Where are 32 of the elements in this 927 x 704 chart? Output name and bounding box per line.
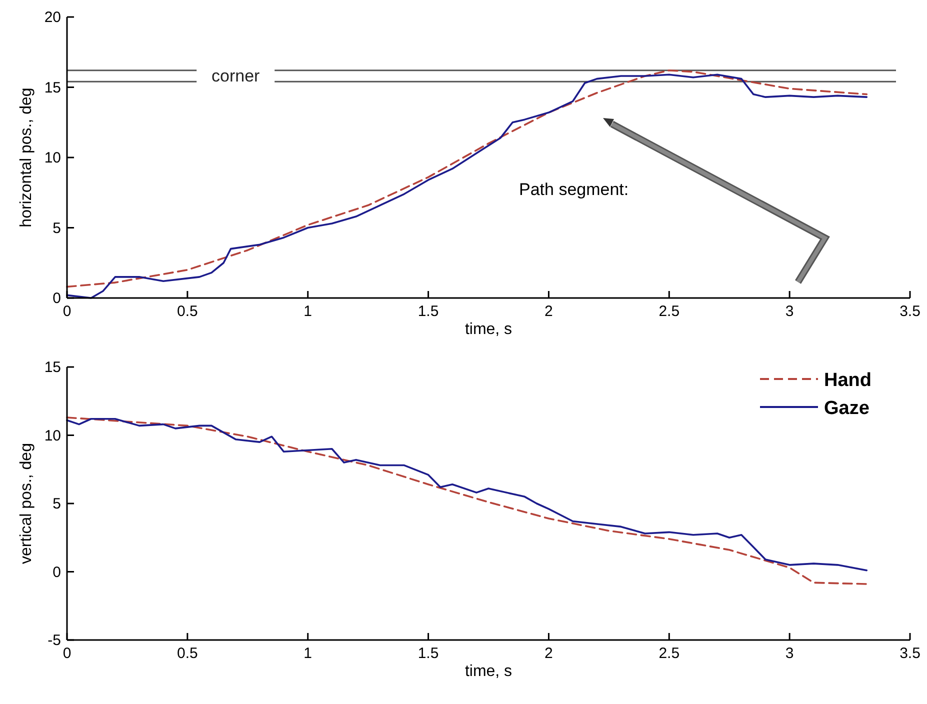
x-tick-label: 2.5	[658, 303, 680, 320]
legend-label: Hand	[824, 370, 872, 391]
y-axis-title: horizontal pos., deg	[18, 88, 35, 228]
x-tick-label: 1.5	[418, 645, 439, 662]
legend-label: Gaze	[824, 398, 870, 419]
x-tick-label: 3	[785, 303, 794, 320]
x-tick-label: 1	[304, 303, 312, 320]
x-tick-label: 2.5	[658, 645, 680, 662]
y-tick-label: 20	[44, 9, 61, 26]
x-tick-label: 2	[544, 645, 553, 662]
x-axis-title: time, s	[464, 663, 512, 680]
y-tick-label: -5	[48, 632, 61, 649]
x-tick-label: 0.5	[177, 303, 198, 320]
y-tick-label: 15	[44, 79, 61, 96]
x-tick-label: 1	[304, 645, 312, 662]
ref-line-label: corner	[212, 66, 260, 86]
y-tick-label: 5	[52, 220, 61, 237]
y-tick-label: 0	[52, 564, 61, 581]
y-tick-label: 15	[44, 359, 61, 376]
x-tick-label: 0.5	[177, 645, 198, 662]
y-tick-label: 10	[44, 427, 61, 444]
x-tick-label: 3.5	[900, 645, 920, 662]
y-tick-label: 10	[44, 150, 61, 166]
annotation: Path segment:	[519, 180, 629, 199]
y-tick-label: 0	[52, 290, 61, 307]
y-tick-label: 5	[52, 496, 61, 512]
x-tick-label: 3.5	[900, 303, 920, 320]
y-axis-title: vertical pos., deg	[18, 443, 35, 564]
x-tick-label: 2	[544, 303, 553, 320]
x-axis-title: time, s	[464, 321, 512, 338]
x-tick-label: 1.5	[418, 303, 439, 320]
x-tick-label: 3	[785, 645, 794, 662]
